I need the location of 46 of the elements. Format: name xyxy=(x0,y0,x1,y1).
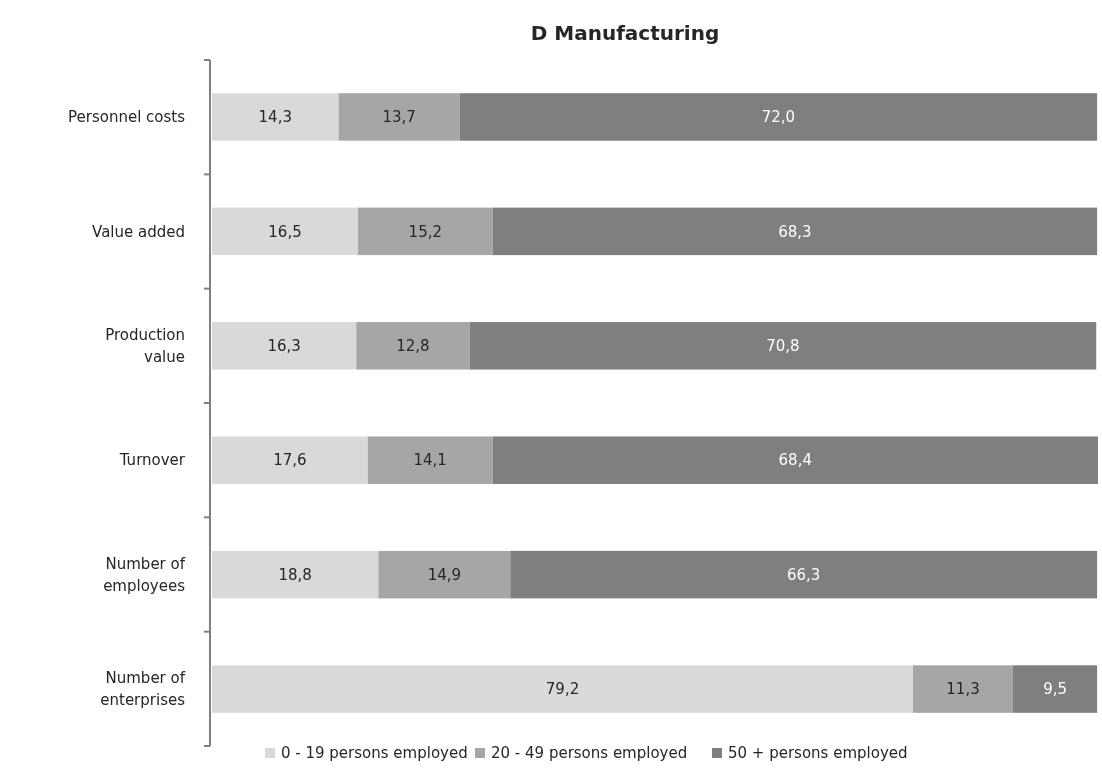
data-label: 13,7 xyxy=(382,108,416,127)
legend-label: 50 + persons employed xyxy=(728,744,908,762)
data-label: 9,5 xyxy=(1043,680,1067,699)
bar xyxy=(469,322,1097,370)
bar xyxy=(378,550,511,599)
bar xyxy=(459,93,1098,141)
bar xyxy=(358,207,493,256)
data-label: 14,9 xyxy=(427,565,462,584)
data-label: 66,3 xyxy=(787,565,821,584)
y-tick-label: Number of enterprises xyxy=(100,669,186,710)
bar xyxy=(367,436,493,484)
bar xyxy=(492,207,1098,256)
data-label: 79,2 xyxy=(545,680,580,699)
bar xyxy=(492,436,1098,484)
y-tick-label: Personnel costs xyxy=(67,108,186,127)
data-label: 18,8 xyxy=(278,565,312,584)
bar xyxy=(212,322,357,370)
chart-title: D Manufacturing xyxy=(530,21,720,45)
y-tick-label: Number of employees xyxy=(103,554,186,595)
legend-label: 0 - 19 persons employed xyxy=(281,744,468,762)
data-label: 70,8 xyxy=(766,337,800,356)
bar xyxy=(1013,665,1098,713)
y-tick-label: Turnover xyxy=(118,451,186,470)
data-label: 68,4 xyxy=(778,451,812,470)
bar xyxy=(212,93,339,141)
bar xyxy=(510,550,1098,599)
data-label: 16,5 xyxy=(268,222,302,241)
bar xyxy=(212,665,914,713)
data-label: 14,1 xyxy=(413,451,447,470)
bar xyxy=(212,207,359,256)
data-label: 17,6 xyxy=(273,451,307,470)
data-label: 68,3 xyxy=(778,222,812,241)
bar xyxy=(356,322,470,370)
legend-label: 20 - 49 persons employed xyxy=(491,744,688,762)
bar xyxy=(212,550,379,599)
data-label: 15,2 xyxy=(408,222,443,241)
data-label: 14,3 xyxy=(258,108,292,127)
bar xyxy=(212,436,368,484)
y-tick-label: Production value xyxy=(105,326,185,367)
bar xyxy=(913,665,1014,713)
data-label: 11,3 xyxy=(946,680,980,699)
y-tick-label: Value added xyxy=(92,222,185,241)
data-label: 72,0 xyxy=(761,108,796,127)
data-label: 12,8 xyxy=(396,337,430,356)
bar xyxy=(338,93,460,141)
data-label: 16,3 xyxy=(267,337,301,356)
